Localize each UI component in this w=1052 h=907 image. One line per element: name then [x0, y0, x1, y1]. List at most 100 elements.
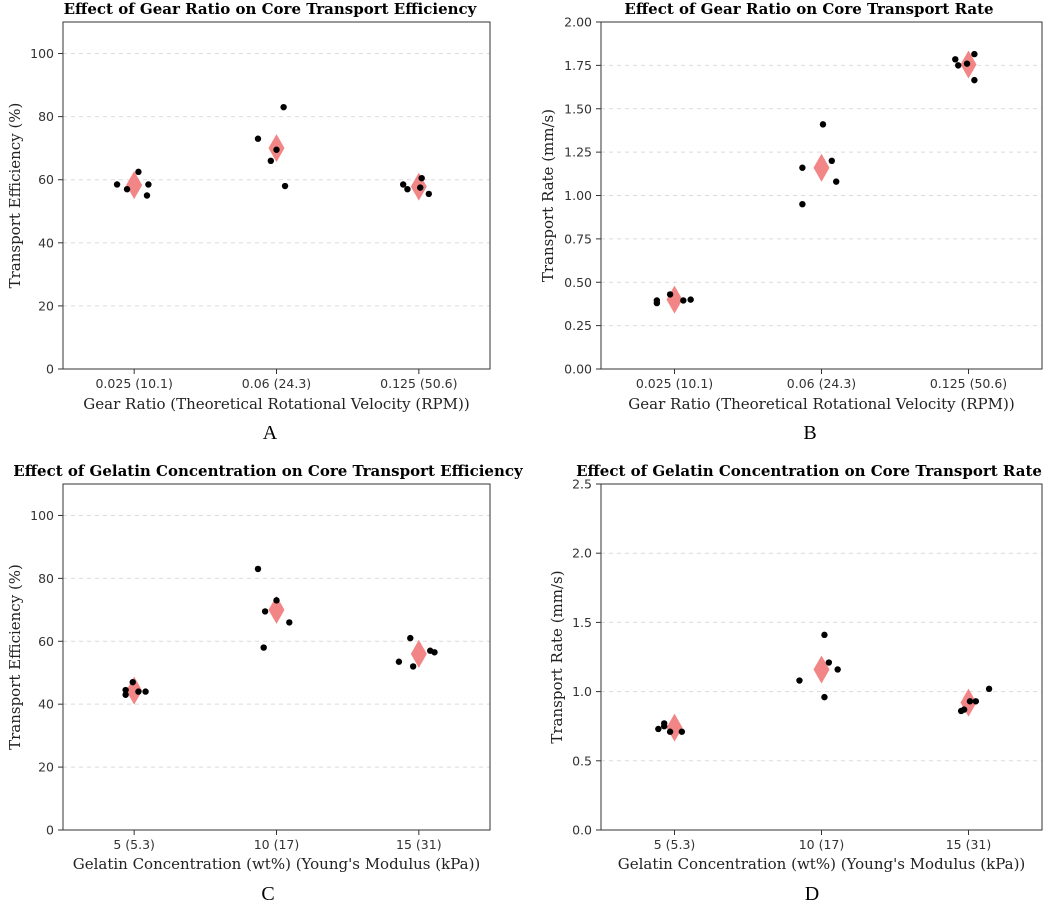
data-point [425, 190, 432, 198]
panel-label: B [803, 422, 816, 444]
mean-marker [813, 153, 830, 182]
mean-marker [666, 713, 683, 742]
data-point [796, 677, 803, 684]
data-point [653, 297, 661, 304]
x-axis-label: Gear Ratio (Theoretical Rotational Veloc… [628, 395, 1014, 413]
series-group [957, 685, 993, 717]
data-point [960, 706, 968, 713]
chart-title: Effect of Gelatin Concentration on Core … [13, 462, 524, 480]
plot-frame [600, 21, 1043, 370]
data-point [655, 725, 662, 733]
data-point [963, 60, 971, 67]
x-tick-label: 0.06 (24.3) [787, 376, 856, 391]
data-point [113, 181, 121, 188]
y-tick-label: 1.50 [564, 101, 592, 116]
x-tick-label: 0.125 (50.6) [930, 376, 1007, 391]
data-point [135, 168, 142, 176]
data-point [971, 50, 978, 58]
data-point [407, 634, 414, 642]
data-point [431, 649, 438, 656]
data-point [122, 691, 129, 698]
data-point [966, 698, 974, 705]
data-point [267, 157, 275, 164]
data-point [281, 182, 289, 190]
y-tick-label: 1.25 [564, 145, 592, 160]
data-point [417, 184, 424, 191]
x-axis-label: Gelatin Concentration (wt%) (Young's Mod… [73, 855, 481, 873]
chart-title: Effect of Gear Ratio on Core Transport R… [624, 0, 993, 18]
y-axis-label: Transport Rate (mm/s) [539, 109, 557, 282]
y-tick-label: 0 [46, 362, 54, 377]
data-point [273, 146, 280, 153]
y-axis-label: Transport Rate (mm/s) [548, 570, 566, 743]
y-tick-label: 60 [38, 634, 54, 649]
series-group [952, 50, 978, 84]
panel-label: A [263, 422, 278, 444]
plot-frame [62, 483, 491, 831]
data-point [418, 174, 425, 182]
data-point [129, 678, 136, 686]
series-group [653, 285, 694, 314]
data-point [955, 62, 962, 69]
plot-frame [62, 21, 491, 370]
data-point [254, 565, 262, 573]
data-point [286, 619, 293, 626]
y-tick-label: 40 [38, 697, 54, 712]
data-point [409, 663, 417, 670]
series-group [254, 103, 289, 190]
data-point [834, 666, 841, 673]
y-tick-label: 2.00 [564, 15, 592, 30]
chart-title: Effect of Gelatin Concentration on Core … [576, 462, 1042, 480]
y-tick-label: 0 [46, 823, 54, 838]
y-axis-label: Transport Efficiency (%) [6, 103, 24, 289]
data-point [273, 597, 280, 604]
y-tick-label: 0.00 [564, 362, 592, 377]
data-point [404, 185, 411, 193]
y-tick-label: 2.0 [572, 546, 592, 561]
data-point [395, 658, 403, 665]
data-point [666, 728, 674, 735]
chart-panel-c: 0 20 40 60 80 100 5 (5.3) 10 (17) 15 (31) Effect … [6, 462, 524, 905]
data-point [828, 157, 835, 164]
y-tick-label: 1.00 [564, 188, 592, 203]
x-tick-label: 5 (5.3) [654, 837, 696, 852]
chart-panel-a: 0 20 40 60 80 100 0.025 (10.1) 0.06 (24.3) 0.125… [6, 0, 491, 444]
y-tick-label: 80 [38, 571, 54, 586]
mean-marker [410, 639, 427, 668]
mean-marker [813, 655, 830, 684]
series-group [399, 172, 432, 201]
data-point [833, 178, 840, 185]
data-point [145, 181, 152, 188]
data-point [952, 56, 959, 63]
x-tick-label: 15 (31) [396, 837, 442, 852]
data-point [280, 103, 287, 111]
y-tick-label: 1.0 [572, 684, 592, 699]
x-axis-label: Gear Ratio (Theoretical Rotational Veloc… [83, 395, 469, 413]
y-tick-label: 20 [38, 760, 54, 775]
data-point [799, 164, 806, 171]
series-group [254, 565, 293, 651]
y-tick-label: 0.25 [564, 318, 592, 333]
chart-title: Effect of Gear Ratio on Core Transport E… [64, 0, 478, 18]
mean-marker [666, 285, 683, 314]
y-tick-label: 40 [38, 235, 54, 250]
series-group [799, 121, 840, 208]
x-tick-label: 15 (31) [946, 837, 992, 852]
data-point [254, 135, 262, 142]
y-tick-label: 1.75 [564, 58, 592, 73]
series-group [113, 168, 152, 200]
data-point [123, 185, 131, 193]
y-tick-label: 60 [38, 172, 54, 187]
y-tick-label: 2.5 [572, 477, 592, 492]
data-point [687, 296, 694, 303]
x-tick-label: 0.025 (10.1) [636, 376, 713, 391]
data-point [821, 693, 828, 701]
series-group [122, 676, 149, 705]
series-group [796, 631, 841, 701]
x-tick-label: 0.025 (10.1) [95, 376, 172, 391]
chart-panel-b: 0.00 0.25 0.50 0.75 1.00 1.25 1.50 1.75 2.00 0.02… [539, 0, 1043, 444]
series-group [655, 713, 686, 742]
data-point [143, 192, 151, 199]
mean-marker [268, 595, 285, 624]
